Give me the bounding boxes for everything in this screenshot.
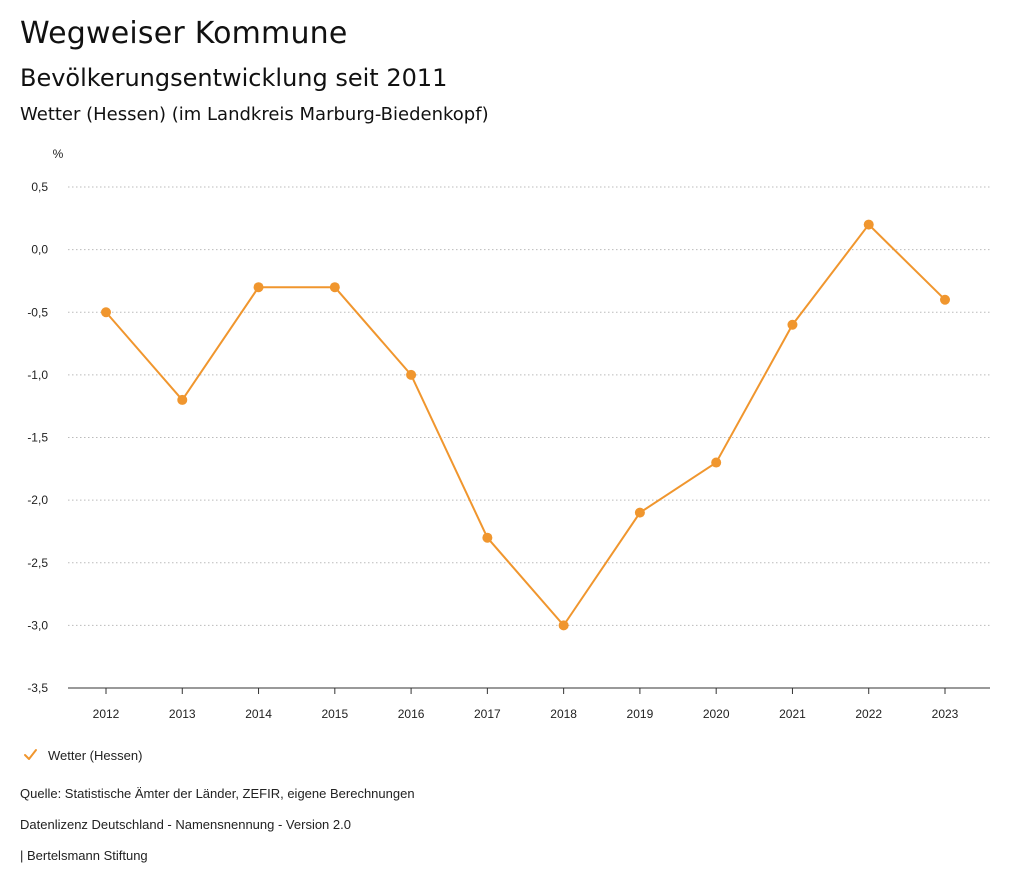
y-axis-tick-labels: 0,5 0,0 -0,5 -1,0 -1,5 -2,0 -2,5 -3,0 -3,5 <box>27 180 48 695</box>
x-tick-label: 2022 <box>855 707 882 721</box>
x-tick-label: 2021 <box>779 707 806 721</box>
x-tick-label: 2013 <box>169 707 196 721</box>
data-point[interactable] <box>329 282 340 293</box>
data-point[interactable] <box>177 394 188 405</box>
data-point[interactable] <box>253 282 264 293</box>
x-tick-label: 2016 <box>398 707 425 721</box>
x-tick-label: 2020 <box>703 707 730 721</box>
y-tick-label: -1,0 <box>27 368 48 382</box>
x-axis <box>105 688 946 694</box>
publisher-note: | Bertelsmann Stiftung <box>20 848 148 863</box>
x-tick-label: 2023 <box>932 707 959 721</box>
x-tick-label: 2015 <box>321 707 348 721</box>
y-tick-label: -2,5 <box>27 556 48 570</box>
page-title: Wegweiser Kommune <box>20 16 348 51</box>
data-point[interactable] <box>711 457 722 468</box>
x-tick-label: 2012 <box>93 707 120 721</box>
x-axis-tick-labels: 2012 2013 2014 2015 2016 2017 2018 2019 2020 2021… <box>93 707 959 721</box>
line-chart: % 0,5 0,0 -0,5 -1,0 -1,5 -2,0 -2,5 -3,0 -3,5 201… <box>27 147 990 721</box>
y-tick-label: -0,5 <box>27 305 48 319</box>
license-note: Datenlizenz Deutschland - Namensnennung … <box>20 817 351 832</box>
x-tick-label: 2017 <box>474 707 501 721</box>
grid-lines <box>68 186 990 689</box>
y-tick-label: -3,5 <box>27 681 48 695</box>
y-axis-unit-label: % <box>53 147 64 161</box>
series-line <box>105 223 946 627</box>
y-tick-label: -1,5 <box>27 431 48 445</box>
x-tick-label: 2019 <box>627 707 654 721</box>
data-point[interactable] <box>787 319 798 330</box>
x-tick-label: 2014 <box>245 707 272 721</box>
data-point[interactable] <box>634 507 645 518</box>
data-point[interactable] <box>101 307 111 318</box>
data-point[interactable] <box>406 369 417 380</box>
y-tick-label: 0,5 <box>31 180 48 194</box>
data-point[interactable] <box>863 219 874 230</box>
data-point[interactable] <box>558 620 569 631</box>
legend-label: Wetter (Hessen) <box>48 747 143 763</box>
checkmark-icon <box>20 745 40 765</box>
source-note: Quelle: Statistische Ämter der Länder, Z… <box>20 786 415 801</box>
chart-legend[interactable]: Wetter (Hessen) <box>20 745 142 765</box>
y-tick-label: 0,0 <box>31 243 48 257</box>
y-tick-label: -3,0 <box>27 618 48 632</box>
data-point[interactable] <box>482 532 493 543</box>
x-tick-label: 2018 <box>550 707 577 721</box>
y-tick-label: -2,0 <box>27 493 48 507</box>
series-layer <box>101 219 950 631</box>
region-label: Wetter (Hessen) (im Landkreis Marburg-Bi… <box>20 104 489 125</box>
data-point[interactable] <box>940 294 950 305</box>
chart-subtitle: Bevölkerungsentwicklung seit 2011 <box>20 64 448 92</box>
